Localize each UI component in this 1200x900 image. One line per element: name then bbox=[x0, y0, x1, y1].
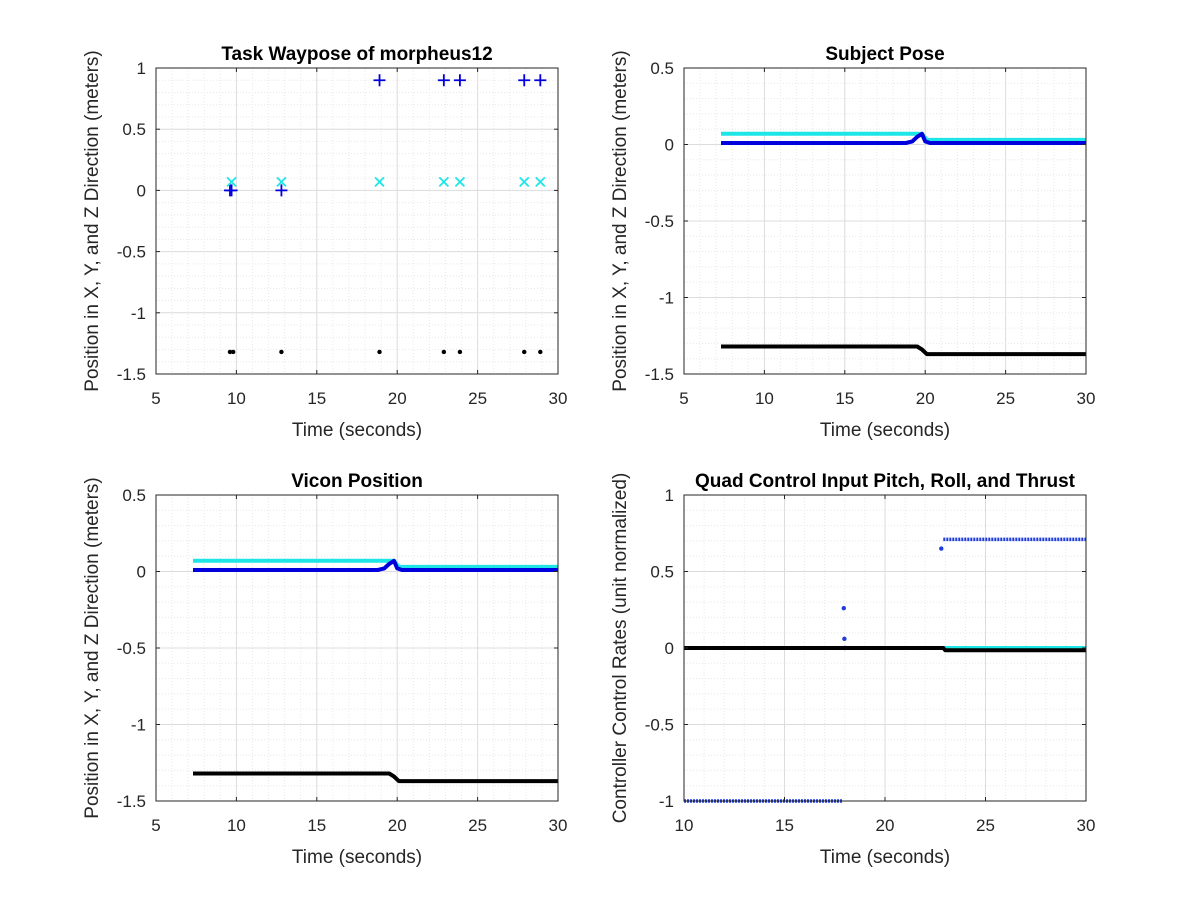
waypoint-x-marker bbox=[438, 176, 449, 187]
waypoint-plus-marker bbox=[275, 184, 288, 197]
waypoint-plus-marker bbox=[518, 74, 531, 87]
x-tick-label: 20 bbox=[388, 816, 407, 835]
x-tick-label: 20 bbox=[388, 389, 407, 408]
waypoint-plus-marker bbox=[225, 184, 238, 197]
y-tick-label: 0.5 bbox=[650, 59, 674, 78]
y-tick-label: 0.5 bbox=[650, 563, 674, 582]
y-tick-label: 0.5 bbox=[122, 486, 146, 505]
y-tick-label: 0 bbox=[137, 563, 146, 582]
x-tick-label: 10 bbox=[675, 816, 694, 835]
x-tick-label: 25 bbox=[996, 389, 1015, 408]
waypoint-dot-marker bbox=[522, 349, 527, 355]
y-tick-label: 0 bbox=[665, 639, 674, 658]
waypoint-dot-marker bbox=[227, 349, 233, 355]
y-tick-label: -0.5 bbox=[117, 639, 146, 658]
data-point bbox=[841, 606, 846, 611]
series-line-blue bbox=[193, 558, 558, 572]
x-tick-label: 25 bbox=[468, 816, 487, 835]
subplot-task-waypose: 5 10 15 20 25 30 1 0.5 0 -0.5 -1 -1.5 Task Waypose o… bbox=[82, 44, 567, 441]
x-tick-label: 15 bbox=[307, 389, 326, 408]
x-tick-label: 10 bbox=[227, 389, 246, 408]
series-line-black bbox=[193, 771, 558, 784]
waypoint-plus-marker bbox=[437, 74, 450, 87]
y-axis-label: Position in X, Y, and Z Direction (meter… bbox=[82, 50, 103, 391]
y-axis-label: Controller Control Rates (unit normalize… bbox=[610, 473, 631, 824]
x-tick-label: 15 bbox=[775, 816, 794, 835]
x-tick-label: 15 bbox=[307, 816, 326, 835]
x-tick-label: 20 bbox=[876, 816, 895, 835]
waypoint-x-marker bbox=[226, 176, 237, 187]
series-line-blue bbox=[721, 131, 1086, 145]
x-tick-label: 30 bbox=[1077, 816, 1096, 835]
waypoint-x-marker bbox=[535, 176, 546, 187]
x-tick-label: 10 bbox=[755, 389, 774, 408]
x-tick-label: 30 bbox=[549, 389, 568, 408]
x-tick-label: 30 bbox=[1077, 389, 1096, 408]
x-tick-label: 5 bbox=[679, 389, 688, 408]
y-tick-label: -0.5 bbox=[117, 243, 146, 262]
waypoint-dot-marker bbox=[457, 349, 463, 355]
waypoint-dot-marker bbox=[538, 349, 543, 355]
waypoint-plus-marker bbox=[534, 74, 547, 87]
y-axis-label: Position in X, Y, and Z Direction (meter… bbox=[82, 477, 103, 818]
axes-box bbox=[155, 67, 559, 375]
subplot-quad-control-input: 10 15 20 25 30 1 0.5 0 -0.5 -1 Quad Control Input … bbox=[610, 471, 1095, 868]
series-line-black bbox=[721, 344, 1086, 357]
y-tick-label: 1 bbox=[665, 486, 674, 505]
chart-title: Subject Pose bbox=[825, 44, 944, 65]
waypoint-x-marker bbox=[276, 176, 287, 187]
waypoint-dot-marker bbox=[230, 349, 236, 355]
y-tick-label: -1 bbox=[131, 716, 146, 735]
data-point bbox=[939, 546, 944, 551]
x-tick-label: 5 bbox=[151, 816, 160, 835]
x-tick-label: 30 bbox=[549, 816, 568, 835]
x-tick-label: 20 bbox=[916, 389, 935, 408]
waypoint-x-marker bbox=[374, 176, 385, 187]
chart-title: Vicon Position bbox=[291, 471, 423, 492]
subplot-vicon-position: 5 10 15 20 25 30 0.5 0 -0.5 -1 -1.5 Vicon Position T… bbox=[82, 471, 567, 868]
x-tick-label: 25 bbox=[468, 389, 487, 408]
x-tick-label: 15 bbox=[835, 389, 854, 408]
series-line-black bbox=[684, 646, 1086, 653]
y-tick-label: -1 bbox=[659, 792, 674, 811]
data-point bbox=[842, 636, 847, 642]
subplot-subject-pose: 5 10 15 20 25 30 0.5 0 -0.5 -1 -1.5 Subject Pose Tim… bbox=[610, 44, 1095, 441]
y-tick-label: 0 bbox=[137, 181, 146, 200]
y-tick-label: -0.5 bbox=[645, 212, 674, 231]
y-tick-label: -1.5 bbox=[645, 365, 674, 384]
x-tick-label: 25 bbox=[976, 816, 995, 835]
y-tick-label: -1 bbox=[659, 289, 674, 308]
y-tick-label: -0.5 bbox=[645, 716, 674, 735]
y-tick-label: 1 bbox=[137, 59, 146, 78]
waypoint-plus-marker bbox=[453, 74, 466, 87]
waypoint-plus-marker bbox=[373, 74, 386, 87]
plot-area bbox=[156, 68, 558, 374]
waypoint-x-marker bbox=[519, 176, 530, 187]
x-axis-label: Time (seconds) bbox=[820, 847, 950, 868]
x-axis-label: Time (seconds) bbox=[292, 847, 422, 868]
y-tick-label: -1.5 bbox=[117, 792, 146, 811]
y-tick-label: 0 bbox=[665, 136, 674, 155]
y-tick-label: -1.5 bbox=[117, 365, 146, 384]
y-tick-label: -1 bbox=[131, 304, 146, 323]
chart-title: Quad Control Input Pitch, Roll, and Thru… bbox=[695, 471, 1076, 492]
y-tick-label: 0.5 bbox=[122, 120, 146, 139]
x-axis-label: Time (seconds) bbox=[292, 420, 422, 441]
x-tick-label: 5 bbox=[151, 389, 160, 408]
x-axis-label: Time (seconds) bbox=[820, 420, 950, 441]
chart-title: Task Waypose of morpheus12 bbox=[221, 44, 492, 65]
waypoint-dot-marker bbox=[441, 349, 447, 355]
waypoint-dot-marker bbox=[279, 349, 284, 355]
waypoint-dot-marker bbox=[377, 349, 382, 355]
y-axis-label: Position in X, Y, and Z Direction (meter… bbox=[610, 50, 631, 391]
waypoint-x-marker bbox=[454, 176, 466, 187]
x-tick-label: 10 bbox=[227, 816, 246, 835]
